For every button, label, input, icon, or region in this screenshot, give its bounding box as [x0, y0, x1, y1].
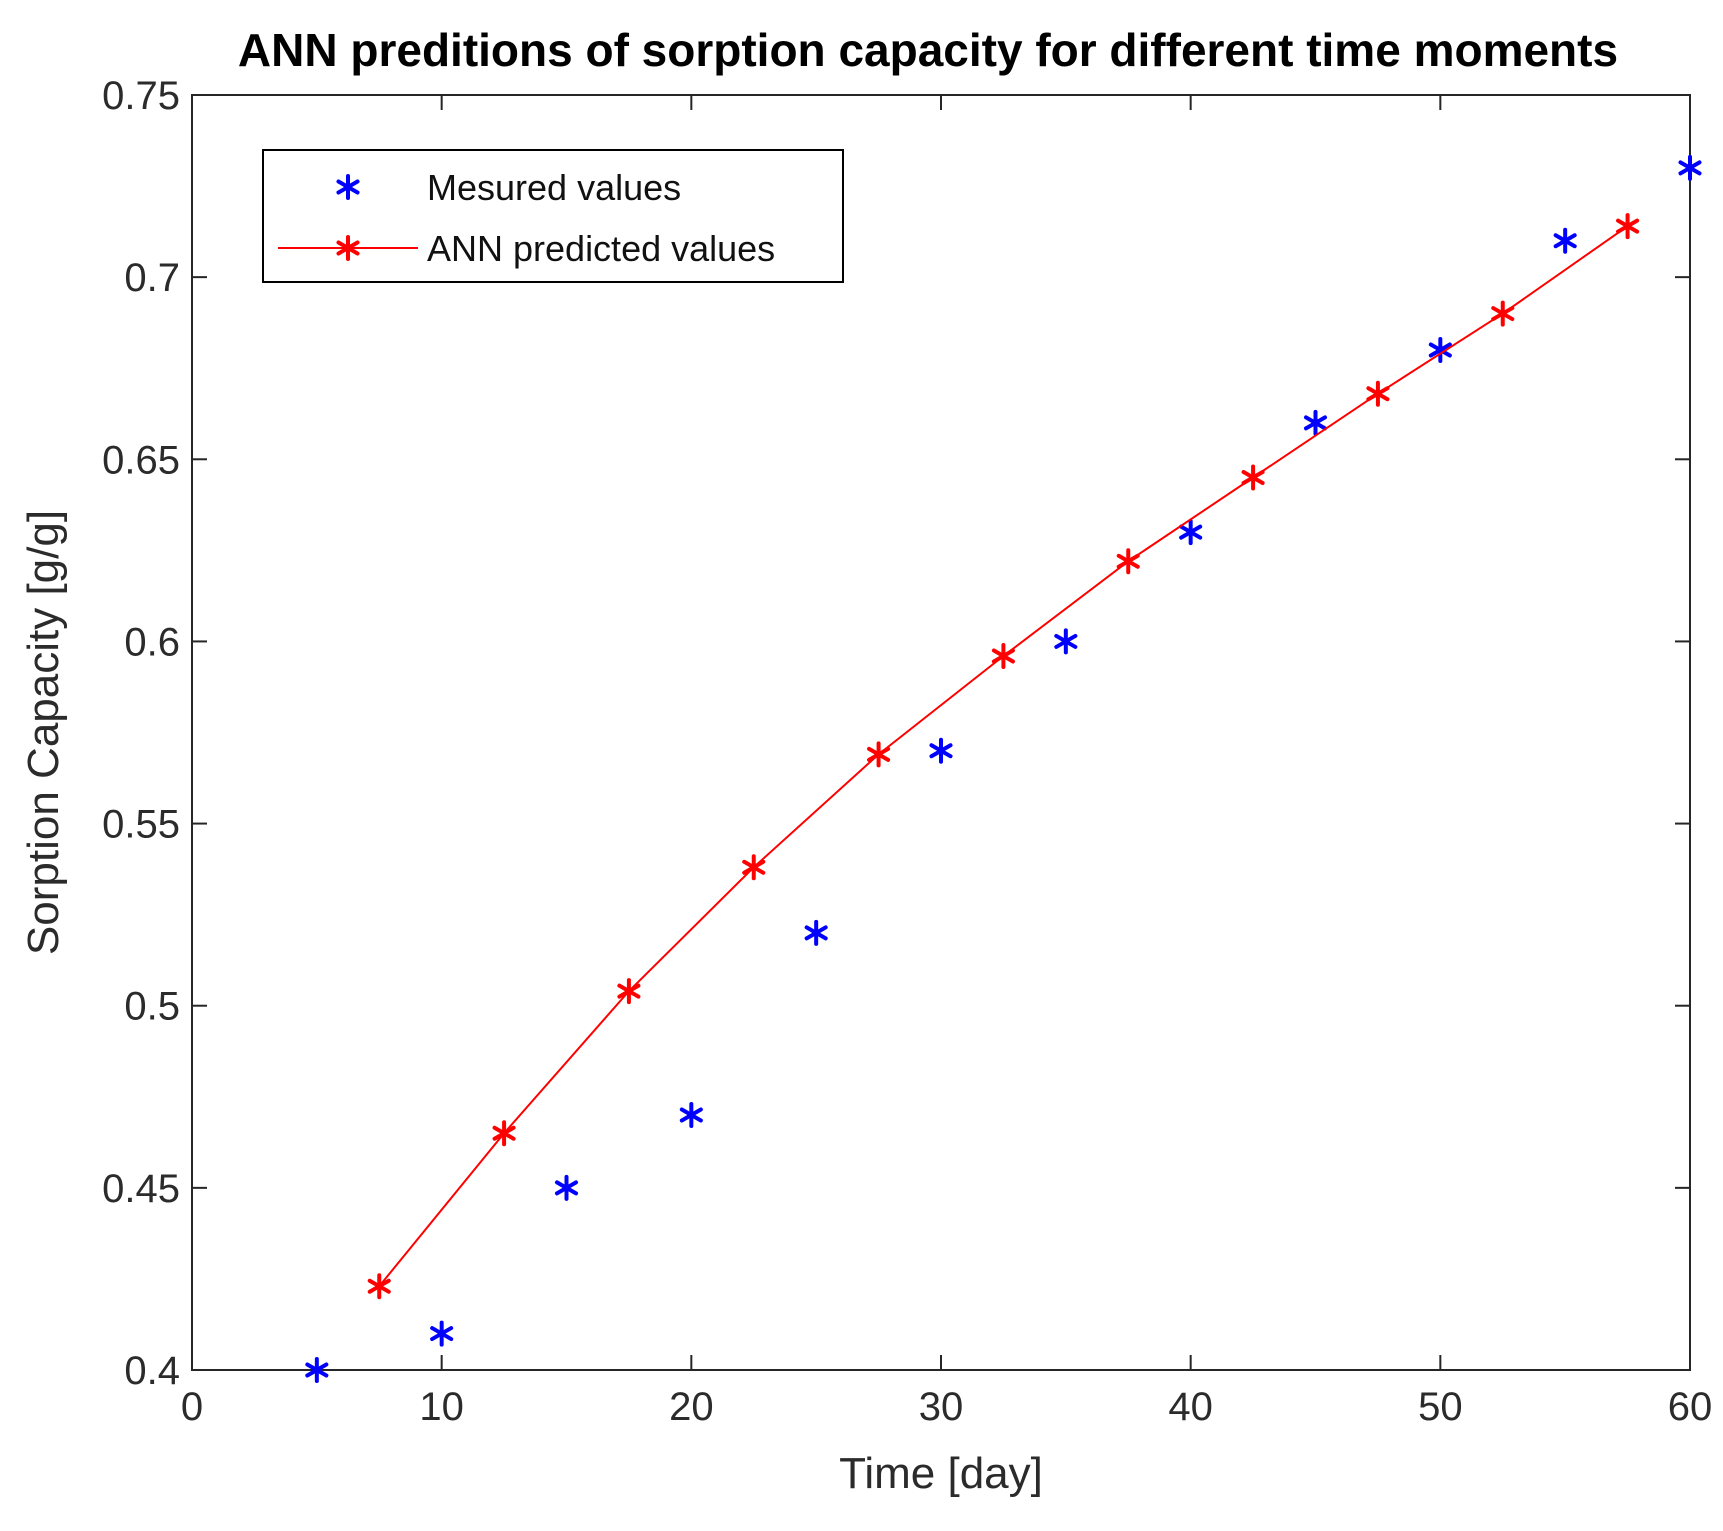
- x-axis-label: Time [day]: [839, 1449, 1043, 1498]
- data-point-measured: [1678, 154, 1702, 181]
- data-point-measured: [305, 1357, 329, 1383]
- data-point-measured: [554, 1174, 579, 1201]
- y-tick-label: 0.4: [124, 1349, 180, 1393]
- data-point-measured: [1303, 409, 1328, 436]
- data-point-predicted: [617, 978, 641, 1005]
- data-point-measured: [1054, 628, 1078, 655]
- data-point-predicted: [367, 1273, 391, 1300]
- data-point-predicted: [1116, 548, 1140, 575]
- legend-asterisk-predicted: [336, 235, 360, 261]
- data-point-predicted: [1491, 300, 1515, 327]
- legend-label-measured: Mesured values: [427, 167, 681, 208]
- data-point-measured: [804, 919, 828, 946]
- legend-box: [262, 149, 844, 283]
- y-tick-label: 0.75: [102, 74, 180, 118]
- legend-marker-predicted: [336, 235, 360, 261]
- data-point-predicted: [867, 741, 891, 768]
- y-tick-label: 0.55: [102, 803, 180, 847]
- legend-label-predicted: ANN predicted values: [427, 228, 775, 269]
- data-point-predicted: [1616, 213, 1640, 240]
- data-point-measured: [1553, 227, 1577, 254]
- y-tick-label: 0.6: [124, 620, 180, 664]
- x-tick-label: 50: [1418, 1385, 1463, 1429]
- y-tick-label: 0.7: [124, 256, 180, 300]
- x-tick-label: 30: [919, 1385, 964, 1429]
- data-point-measured: [929, 737, 953, 764]
- y-axis-label: Sorption Capacity [g/g]: [19, 510, 68, 955]
- data-point-measured: [430, 1320, 454, 1347]
- series-layer: [305, 154, 1702, 1383]
- y-tick-label: 0.65: [102, 438, 180, 482]
- y-tick-label: 0.5: [124, 985, 180, 1029]
- plot-area-frame: [191, 94, 1691, 1371]
- axis-ticks: 0 10 20 30 40 50 60 0.4 0.45 0.5 0.55 0.6 0.65 0.7 0.7…: [102, 74, 1712, 1429]
- legend-marker-measured: [336, 174, 360, 200]
- x-tick-label: 0: [181, 1385, 203, 1429]
- data-point-measured: [679, 1102, 703, 1128]
- data-point-predicted: [1366, 380, 1390, 407]
- data-point-measured: [1428, 337, 1452, 363]
- chart-title: ANN preditions of sorption capacity for …: [238, 24, 1618, 76]
- data-point-measured: [1179, 519, 1203, 546]
- data-point-predicted: [492, 1120, 516, 1147]
- y-tick-label: 0.45: [102, 1167, 180, 1211]
- legend: Mesured values ANN predicted values: [262, 149, 844, 283]
- legend-asterisk-measured: [336, 174, 360, 200]
- x-tick-label: 40: [1168, 1385, 1213, 1429]
- data-point-predicted: [991, 643, 1015, 669]
- data-point-predicted: [1241, 464, 1265, 491]
- x-tick-label: 20: [669, 1385, 714, 1429]
- x-tick-label: 10: [419, 1385, 464, 1429]
- x-tick-label: 60: [1668, 1385, 1713, 1429]
- data-point-predicted: [742, 854, 766, 881]
